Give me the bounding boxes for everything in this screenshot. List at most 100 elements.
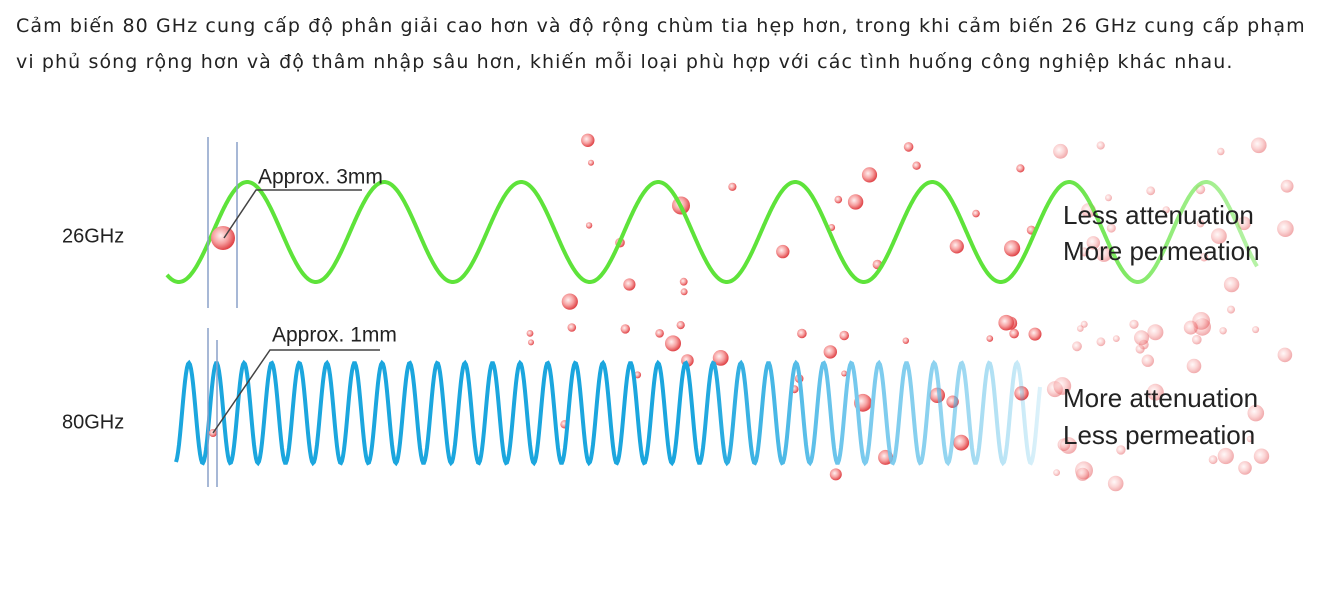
particle [797,328,807,339]
particle [1211,228,1227,245]
particle [1141,354,1155,367]
particle [1199,253,1209,262]
particle [972,209,980,218]
particle [1053,143,1068,159]
particle [1053,377,1072,395]
particle [679,277,688,286]
leader-line [223,189,362,239]
particle [1004,240,1021,257]
particle [1053,469,1060,476]
particle [1057,438,1071,452]
particle [585,222,593,229]
paragraph: Cảm biến 80 GHz cung cấp độ phân giải ca… [16,15,1306,73]
particle [728,182,737,191]
particle [834,195,843,204]
particle [211,226,235,250]
particle [1077,325,1084,332]
particle [998,314,1014,331]
particle [1009,328,1019,339]
particle [655,329,664,338]
particle [1227,305,1235,314]
particle [1107,475,1124,492]
particle [623,278,636,291]
particle [1192,334,1202,345]
particle [620,324,630,334]
particle [776,244,790,259]
particle [1134,330,1149,346]
particle [953,434,970,451]
note: Less attenuation [1063,200,1254,230]
particle [902,337,909,344]
particle [1076,467,1090,481]
leader-line [212,349,380,434]
particle [839,330,849,341]
particle [1252,326,1260,334]
particle [676,321,685,330]
particle [949,239,964,254]
particle [1196,219,1205,228]
particle [1079,247,1089,257]
particle [1028,327,1042,341]
particle [847,194,864,210]
particle [1246,435,1254,443]
particle [1238,461,1252,475]
particle [588,159,594,166]
frequency-label: 80GHz [62,411,124,433]
particle [1096,141,1105,150]
wavelength-label: Approx. 3mm [258,166,383,189]
particle [1086,236,1101,250]
particle [1105,194,1112,202]
particle [526,330,534,337]
particle [1277,220,1294,237]
particle [1129,319,1139,329]
particle [903,142,914,152]
particle [1080,320,1088,328]
particle [581,133,595,147]
particle [986,335,994,342]
particle [1096,246,1112,262]
particle [912,161,921,170]
note: More permeation [1063,236,1260,266]
particle [1251,137,1267,154]
particle [665,335,681,352]
particle [1237,216,1251,231]
particle [528,339,534,346]
note: More attenuation [1063,383,1258,413]
wave-80ghz [174,359,1042,467]
particle [1072,341,1082,352]
wave-26ghz [165,180,1259,284]
particle [1162,206,1170,214]
particle [1146,186,1156,196]
particle [1096,337,1106,347]
particle [1183,320,1198,335]
particle [1147,324,1164,341]
particle [1208,455,1218,465]
frequency-label: 26GHz [62,225,124,247]
particle [1186,358,1202,374]
particle [1247,404,1265,422]
particle [1277,347,1293,363]
particle [1280,179,1294,193]
particle [1217,447,1234,465]
particle [841,370,848,377]
particle [861,167,878,183]
particle [823,345,837,359]
particle [1219,327,1227,335]
particle [829,468,842,481]
particle [1112,335,1120,342]
particle [1217,147,1225,156]
particle [561,293,578,310]
particle [634,371,642,379]
particle [1135,344,1145,354]
particle [1106,223,1116,233]
note: Less permeation [1063,420,1255,450]
particle [1253,448,1270,464]
particle [1116,445,1126,455]
particle [1016,164,1025,173]
particle [680,288,688,296]
particle [1223,276,1240,293]
wavelength-label: Approx. 1mm [272,324,397,347]
particle [1147,383,1164,401]
